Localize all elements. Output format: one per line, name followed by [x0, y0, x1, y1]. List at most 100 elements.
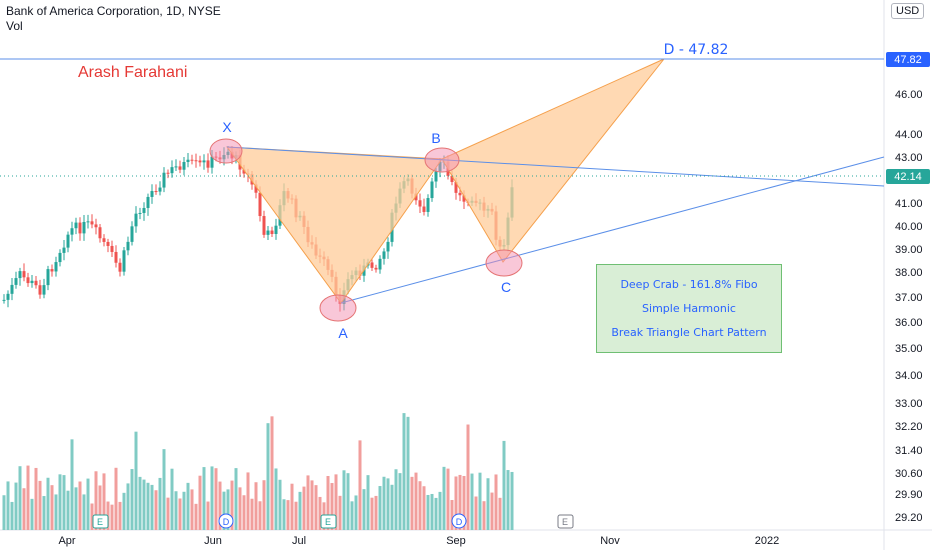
- volume-bar: [6, 481, 10, 530]
- candle-body: [66, 234, 70, 248]
- y-tick-label: 40.00: [895, 221, 923, 233]
- candle-body: [146, 196, 150, 208]
- volume-bar: [346, 473, 350, 530]
- volume-bar: [354, 495, 358, 530]
- pivot-a-ellipse[interactable]: [319, 294, 357, 322]
- earnings-marker[interactable]: E: [320, 514, 337, 529]
- volume-indicator-label[interactable]: Vol: [6, 19, 23, 33]
- dividend-marker[interactable]: D: [218, 513, 234, 529]
- y-tick-label: 37.00: [895, 292, 923, 304]
- volume-bar: [266, 423, 270, 530]
- candle-body: [458, 192, 462, 196]
- lower-trendline[interactable]: [340, 156, 885, 304]
- volume-bar: [66, 490, 70, 530]
- dividend-marker-label: D: [456, 517, 463, 527]
- volume-bar: [470, 473, 474, 530]
- candle-body: [18, 271, 22, 279]
- candle-body: [186, 159, 190, 163]
- volume-bar: [230, 480, 234, 530]
- candle-body: [42, 285, 46, 295]
- y-tick-label: 46.00: [895, 89, 923, 101]
- earnings-marker[interactable]: E: [557, 514, 574, 529]
- author-name: Arash Farahani: [78, 64, 188, 81]
- volume-bar: [78, 481, 82, 530]
- volume-bar: [42, 496, 46, 530]
- volume-bar: [386, 478, 390, 530]
- earnings-marker[interactable]: E: [92, 514, 109, 529]
- pattern-info-box[interactable]: Deep Crab - 161.8% Fibo Simple Harmonic …: [596, 264, 782, 353]
- volume-bar: [330, 483, 334, 530]
- candle-body: [102, 238, 106, 242]
- candle-body: [10, 284, 14, 294]
- volume-bar: [2, 495, 6, 530]
- volume-bar: [82, 494, 86, 530]
- volume-bar: [406, 416, 410, 530]
- event-markers[interactable]: E D E D E: [92, 513, 574, 529]
- pivot-b-ellipse[interactable]: [424, 147, 460, 173]
- candle-body: [378, 258, 382, 270]
- candle-body: [206, 160, 210, 168]
- volume-bar: [318, 496, 322, 530]
- pattern-bcd-triangle[interactable]: [441, 58, 665, 263]
- volume-bar: [506, 470, 510, 530]
- volume-bar: [402, 413, 406, 530]
- volume-bar: [298, 491, 302, 530]
- candle-body: [138, 212, 142, 214]
- volume-bar: [102, 473, 106, 530]
- volume-bar: [34, 467, 38, 530]
- volume-bar: [378, 486, 382, 530]
- upper-trendline[interactable]: [226, 146, 885, 187]
- volume-bar: [370, 497, 374, 530]
- candle-body: [30, 280, 34, 284]
- volume-bar: [62, 475, 66, 530]
- pivot-c-ellipse[interactable]: [485, 249, 523, 277]
- candle-body: [242, 169, 246, 174]
- pattern-xab-triangle[interactable]: [225, 146, 443, 304]
- symbol-title[interactable]: Bank of America Corporation, 1D, NYSE: [6, 4, 221, 18]
- y-tick-label: 31.40: [895, 445, 923, 457]
- chart-header: Bank of America Corporation, 1D, NYSE Vo…: [6, 4, 221, 34]
- candle-body: [26, 277, 30, 284]
- candle-body: [14, 278, 18, 285]
- candle-body: [422, 206, 426, 212]
- candle-body: [114, 251, 118, 263]
- volume-bar: [90, 503, 94, 530]
- candle-body: [6, 293, 10, 300]
- x-tick-label: Sep: [446, 535, 466, 547]
- pivot-label: B: [431, 130, 440, 146]
- volume-bar: [382, 476, 386, 530]
- volume-bar: [258, 501, 262, 530]
- volume-bar: [18, 466, 22, 530]
- dividend-marker[interactable]: D: [451, 513, 467, 529]
- y-tick-label: 41.00: [895, 198, 923, 210]
- candle-body: [94, 224, 98, 228]
- volume-bar: [302, 486, 306, 530]
- candle-body: [190, 159, 194, 161]
- pivot-x-ellipse[interactable]: [209, 138, 243, 164]
- volume-bar: [114, 467, 118, 530]
- volume-bar: [242, 495, 246, 530]
- x-tick-label: Jul: [292, 535, 306, 547]
- volume-bar: [458, 474, 462, 530]
- volume-bar: [170, 468, 174, 530]
- volume-bar: [498, 497, 502, 530]
- volume-bar: [202, 467, 206, 530]
- volume-bar: [86, 478, 90, 530]
- candle-body: [454, 181, 458, 193]
- volume-bar: [158, 477, 162, 530]
- volume-bar: [358, 440, 362, 530]
- volume-bar: [350, 501, 354, 530]
- currency-badge[interactable]: USD: [891, 3, 925, 19]
- volume-bar: [310, 480, 314, 530]
- info-line: Simple Harmonic: [642, 301, 736, 315]
- candle-body: [54, 262, 58, 272]
- candle-body: [266, 230, 270, 235]
- volume-bar: [390, 484, 394, 530]
- volume-bar: [126, 483, 130, 530]
- volume-bar: [286, 500, 290, 530]
- candle-body: [46, 269, 50, 286]
- candle-body: [78, 222, 82, 234]
- volume-bar: [306, 475, 310, 530]
- earnings-marker-label: E: [562, 517, 568, 527]
